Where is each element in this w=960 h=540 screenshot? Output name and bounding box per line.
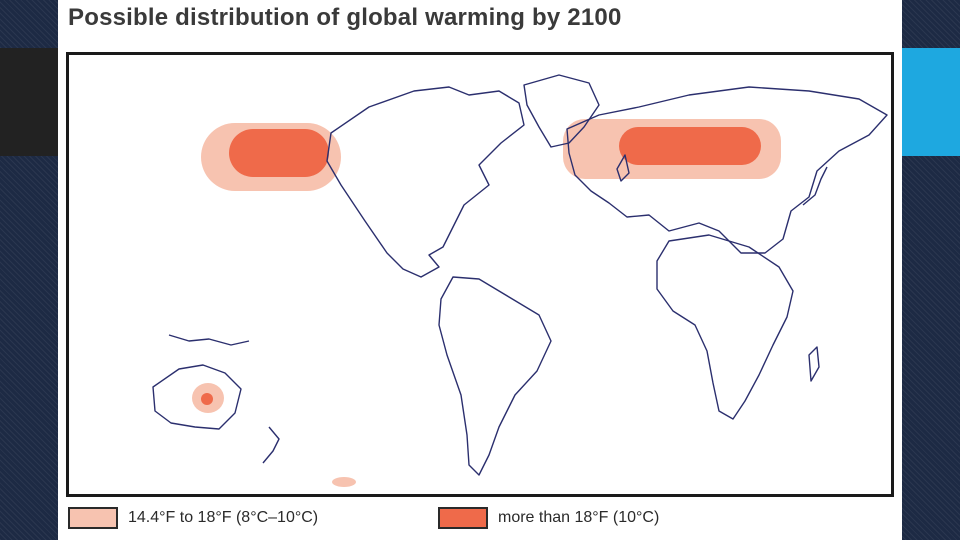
legend-item-light: 14.4°F to 18°F (8°C–10°C) <box>68 505 318 531</box>
legend-item-dark: more than 18°F (10°C) <box>438 505 659 531</box>
slide: Possible distribution of global warming … <box>58 0 902 540</box>
legend-label-light: 14.4°F to 18°F (8°C–10°C) <box>128 509 319 526</box>
world-map <box>66 52 894 497</box>
warming-zones <box>192 119 781 487</box>
zone-eurasia-dark <box>619 127 761 165</box>
uk-outline <box>616 154 630 182</box>
new-zealand-outline <box>262 426 280 464</box>
zone-southern-ocean-light <box>332 477 356 487</box>
australia-outline <box>152 364 242 430</box>
greenland-outline <box>523 74 600 148</box>
zone-alaska-dark <box>229 129 329 177</box>
madagascar-outline <box>808 346 820 382</box>
africa-outline <box>656 234 794 420</box>
eurasia-outline <box>566 86 888 254</box>
land-outlines <box>152 74 888 476</box>
north-america-outline <box>326 86 525 278</box>
slide-title: Possible distribution of global warming … <box>68 4 622 31</box>
japan-outline <box>802 166 828 206</box>
left-decor-block <box>0 48 58 156</box>
south-america-outline <box>438 276 552 476</box>
zone-australia-dark <box>201 393 213 405</box>
legend-swatch-light <box>68 507 118 529</box>
right-accent-bar <box>902 48 960 156</box>
world-map-svg <box>152 74 888 487</box>
legend-label-dark: more than 18°F (10°C) <box>498 509 660 526</box>
legend-swatch-dark <box>438 507 488 529</box>
indonesia-outline <box>168 334 250 346</box>
